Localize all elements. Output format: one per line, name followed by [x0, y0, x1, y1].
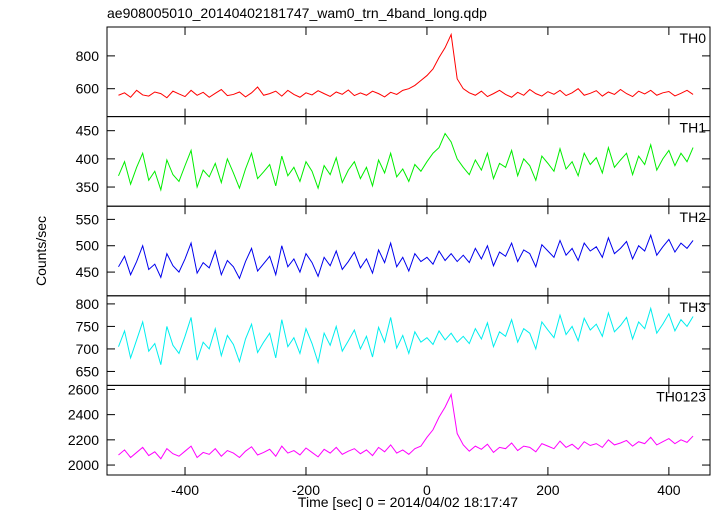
panel-frame [106, 384, 711, 476]
data-line [118, 132, 694, 192]
panel-label: TH0 [680, 30, 707, 46]
x-tick-label: 0 [423, 482, 431, 498]
y-tick-label: 750 [76, 318, 100, 334]
panel-frame [106, 26, 711, 118]
x-tick-label: 200 [536, 482, 560, 498]
panel-frame [106, 205, 711, 297]
y-tick-label: 800 [76, 48, 100, 64]
panel-label: TH2 [680, 209, 707, 225]
x-tick-label: -400 [171, 482, 199, 498]
y-tick-label: 800 [76, 296, 100, 312]
data-line [118, 32, 694, 99]
y-tick-label: 450 [76, 123, 100, 139]
y-tick-label: 700 [76, 341, 100, 357]
y-tick-label: 350 [76, 179, 100, 195]
data-line [118, 233, 694, 280]
data-line [118, 306, 694, 365]
data-line [118, 392, 694, 460]
y-tick-label: 2600 [68, 381, 99, 397]
y-tick-label: 450 [76, 264, 100, 280]
panel-label: TH0123 [656, 388, 706, 404]
y-tick-label: 500 [76, 238, 100, 254]
chart-title: ae908005010_20140402181747_wam0_trn_4ban… [107, 5, 487, 21]
panel-frame [106, 295, 711, 386]
y-tick-label: 600 [76, 81, 100, 97]
y-tick-label: 2000 [68, 457, 99, 473]
y-axis-label: Counts/sec [33, 216, 49, 286]
y-tick-label: 550 [76, 211, 100, 227]
y-tick-label: 400 [76, 151, 100, 167]
panel-label: TH1 [680, 120, 707, 136]
x-tick-label: 400 [657, 482, 681, 498]
y-tick-label: 2200 [68, 432, 99, 448]
x-tick-label: -200 [292, 482, 320, 498]
y-tick-label: 650 [76, 363, 100, 379]
panel-label: TH3 [680, 299, 707, 315]
x-axis-label: Time [sec] 0 = 2014/04/02 18:17:47 [298, 494, 518, 510]
y-tick-label: 2400 [68, 407, 99, 423]
